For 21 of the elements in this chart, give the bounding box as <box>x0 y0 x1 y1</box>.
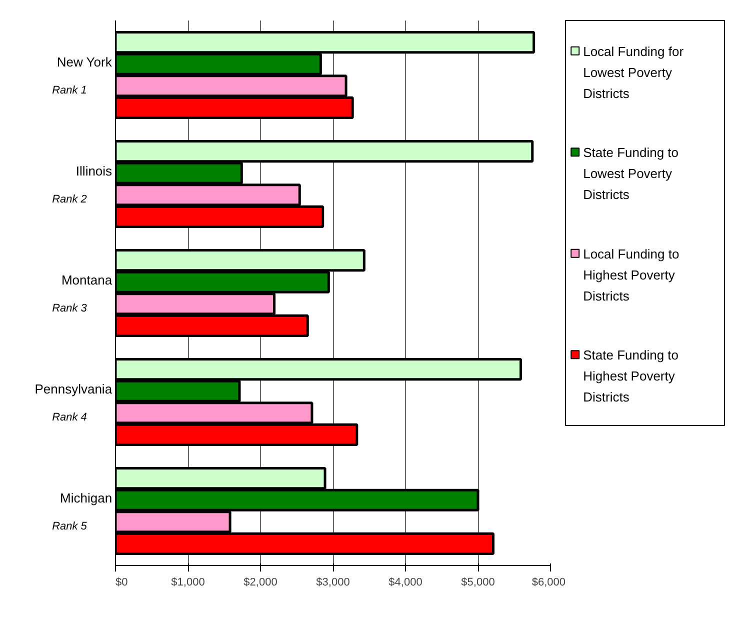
text: Rank 4 <box>52 411 87 424</box>
x-tick-label: $4,000 <box>388 576 422 588</box>
x-tick-label: $3,000 <box>316 576 350 588</box>
y-tick-label: Pennsylvania <box>34 381 113 396</box>
legend-label: Local Funding for Lowest Poverty Districts <box>583 44 684 101</box>
y-tick-label: New York <box>56 54 112 70</box>
y-tick-label: Montana <box>61 272 113 288</box>
x-tick-label: $5,000 <box>461 576 495 588</box>
legend-label: Local Funding to Highest Poverty Districts <box>583 246 680 304</box>
text: Rank 2 <box>52 193 87 206</box>
text: Rank 5 <box>52 520 88 532</box>
y-tick-label: Illinois <box>76 163 113 178</box>
x-tick-label: $6,000 <box>532 576 566 588</box>
legend-label: State Funding to Highest Poverty Districts <box>583 348 679 405</box>
text: Rank 1 <box>52 84 87 96</box>
legend-label: State Funding to Lowest Poverty Districts <box>583 145 679 202</box>
text: Rank 3 <box>52 302 88 314</box>
x-tick-label: $0 <box>116 576 128 588</box>
y-tick-label: Michigan <box>60 490 112 506</box>
x-tick-label: $2,000 <box>244 576 278 588</box>
x-tick-label: $1,000 <box>171 576 205 588</box>
